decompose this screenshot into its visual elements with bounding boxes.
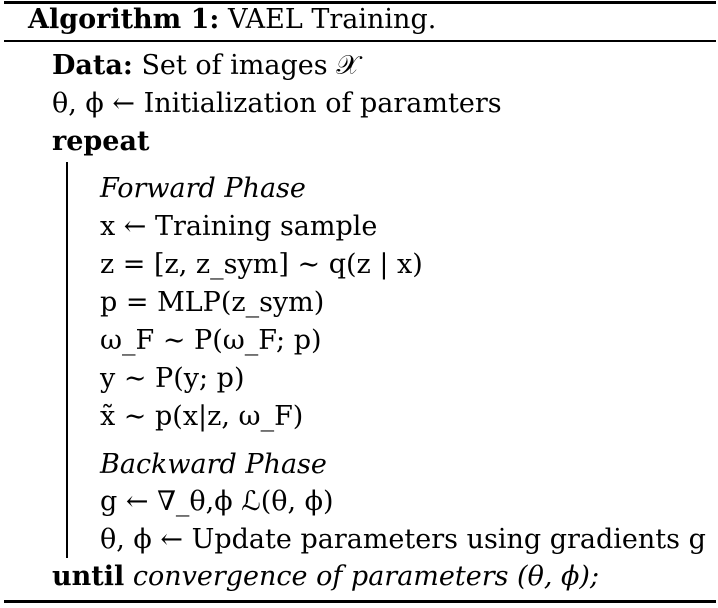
caption-rule (4, 40, 716, 42)
algorithm-caption: Algorithm 1: VAEL Training. (28, 3, 436, 37)
backward-phase-label: Backward Phase (100, 449, 327, 480)
forward-line-5: y ∼ P(y; p) (100, 363, 245, 394)
repeat-block-bar (66, 162, 68, 558)
forward-line-3: p = MLP(z_sym) (100, 287, 325, 318)
forward-line-1: x ← Training sample (100, 211, 378, 242)
until-text: convergence of parameters (θ, ϕ); (132, 561, 600, 592)
bottom-rule (4, 600, 716, 603)
algorithm-label: Algorithm 1: (28, 4, 220, 35)
forward-phase-label: Forward Phase (100, 173, 306, 204)
forward-line-4: ω_F ∼ P(ω_F; p) (100, 325, 322, 356)
algorithm-title: VAEL Training. (228, 4, 437, 35)
until-keyword: until (52, 561, 125, 592)
data-keyword: Data: (52, 50, 133, 81)
backward-line-2: θ, ϕ ← Update parameters using gradients… (100, 524, 706, 555)
top-rule (4, 1, 716, 4)
forward-line-2: z = [z, z_sym] ∼ q(z | x) (100, 249, 423, 280)
forward-line-6: x̃ ∼ p(x|z, ω_F) (100, 401, 304, 432)
until-line: until convergence of parameters (θ, ϕ); (52, 560, 599, 594)
init-line: θ, ϕ ← Initialization of paramters (52, 88, 502, 119)
data-text: Set of images 𝒳 (141, 50, 360, 81)
backward-line-1: g ← ∇_θ,ϕ ℒ(θ, ϕ) (100, 486, 334, 517)
repeat-keyword: repeat (52, 126, 150, 157)
data-line: Data: Set of images 𝒳 (52, 49, 359, 83)
